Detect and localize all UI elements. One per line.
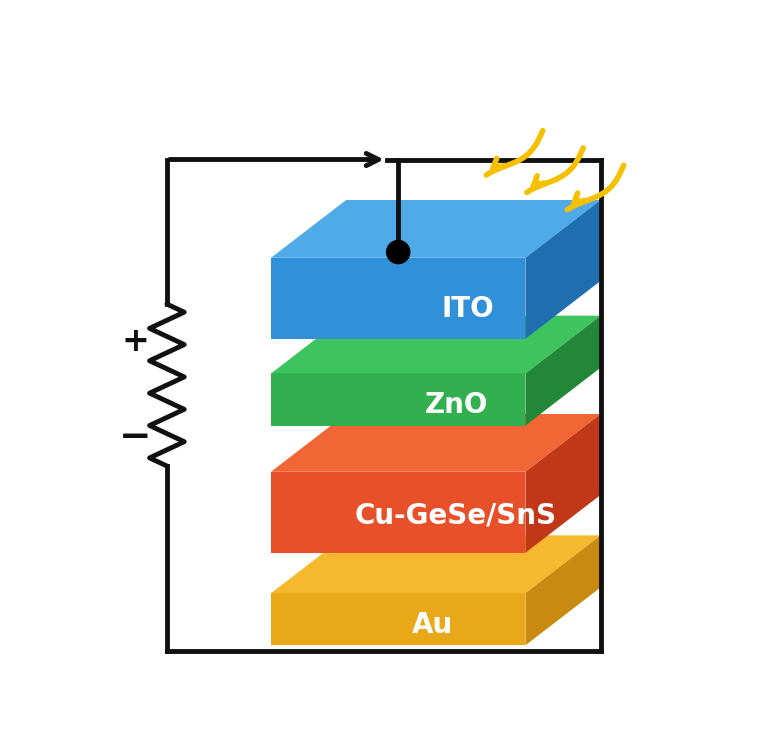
Text: ITO: ITO xyxy=(441,294,494,323)
Polygon shape xyxy=(525,414,601,553)
Circle shape xyxy=(387,240,409,264)
Text: Cu-GeSe/SnS: Cu-GeSe/SnS xyxy=(355,501,557,529)
Polygon shape xyxy=(271,535,601,593)
Text: Au: Au xyxy=(413,611,454,639)
Polygon shape xyxy=(525,315,601,426)
Polygon shape xyxy=(525,200,601,339)
Polygon shape xyxy=(271,373,525,426)
Text: −: − xyxy=(119,418,152,456)
Polygon shape xyxy=(271,315,601,373)
Polygon shape xyxy=(525,535,601,645)
Polygon shape xyxy=(271,472,525,553)
Polygon shape xyxy=(271,258,525,339)
Polygon shape xyxy=(271,414,601,472)
Polygon shape xyxy=(271,200,601,258)
Polygon shape xyxy=(271,593,525,645)
FancyBboxPatch shape xyxy=(97,79,699,680)
Text: ZnO: ZnO xyxy=(424,391,488,419)
Text: +: + xyxy=(121,325,149,358)
